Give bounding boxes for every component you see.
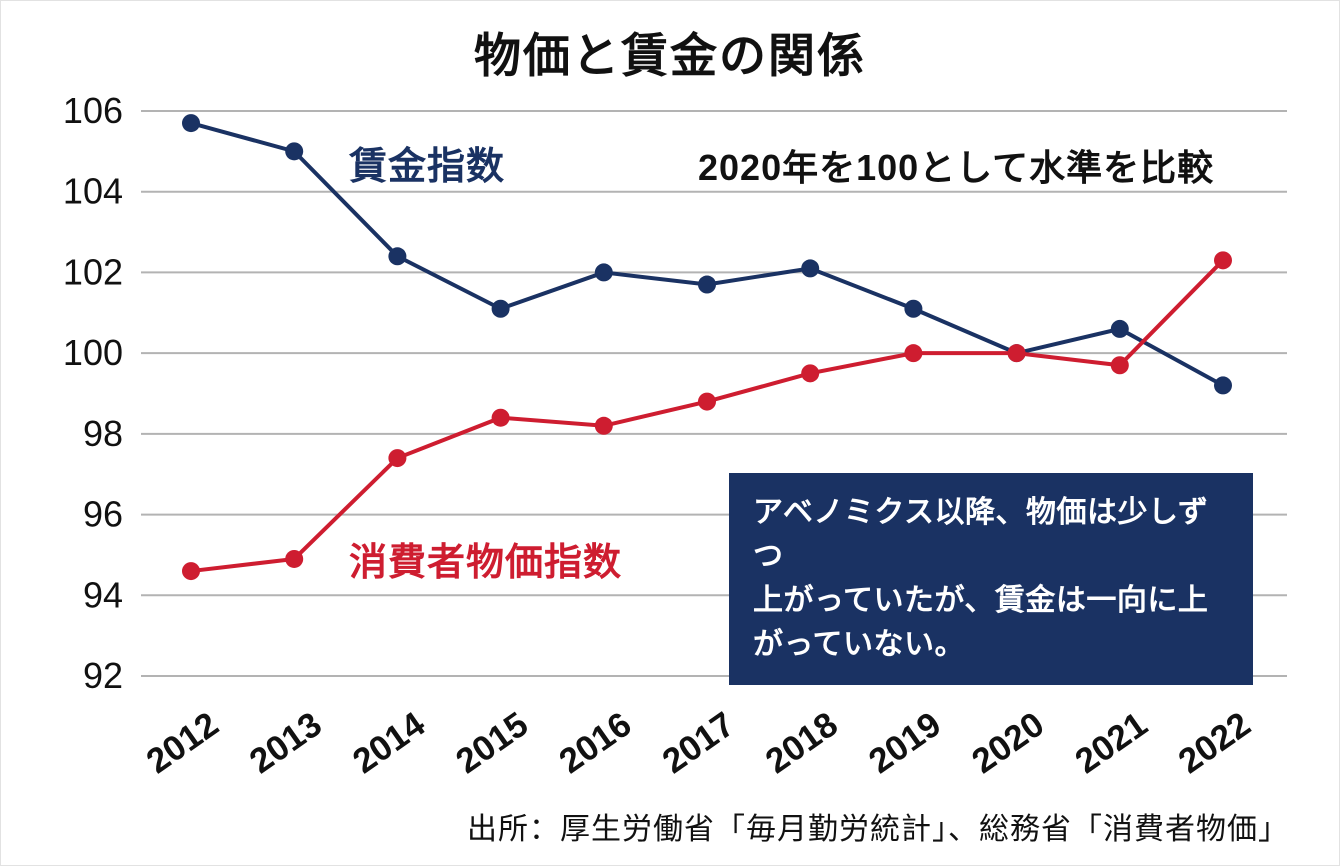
x-tick-label: 2012: [139, 705, 225, 782]
y-tick-label: 104: [63, 171, 123, 212]
cpi-data-point: [801, 364, 820, 383]
callout-line-1: アベノミクス以降、物価は少しずつ: [753, 496, 1209, 574]
callout-line-3: がっていない。: [753, 628, 965, 662]
wage-series-label: 賃金指数: [349, 146, 506, 188]
x-tick-label: 2015: [449, 705, 535, 782]
wage-data-point: [491, 299, 510, 318]
y-tick-label: 100: [63, 332, 123, 373]
cpi-data-point: [285, 549, 304, 568]
y-tick-label: 96: [83, 494, 123, 535]
y-tick-label: 98: [83, 413, 123, 454]
y-tick-label: 92: [83, 655, 123, 696]
wage-data-point: [904, 299, 923, 318]
wage-data-point: [182, 114, 200, 133]
wage-data-point: [285, 142, 304, 161]
cpi-data-point: [388, 449, 407, 468]
x-tick-label: 2020: [965, 705, 1051, 782]
baseline-note: 2020年を100として水準を比較: [698, 147, 1215, 188]
y-tick-label: 94: [83, 574, 123, 615]
cpi-data-point: [491, 408, 510, 427]
x-tick-label: 2022: [1171, 705, 1257, 782]
callout-line-2: 上がっていたが、賃金は一向に上: [753, 584, 1209, 618]
y-tick-label: 102: [63, 251, 123, 292]
cpi-series-label: 消費者物価指数: [349, 542, 623, 584]
cpi-data-point: [1007, 344, 1026, 363]
y-tick-label: 106: [63, 90, 123, 131]
x-tick-label: 2016: [552, 705, 638, 782]
x-tick-label: 2018: [759, 705, 845, 782]
source-note: 出所：厚生労働省「毎月勤労統計」、総務省「消費者物価」: [467, 813, 1289, 846]
x-tick-label: 2013: [243, 705, 329, 782]
cpi-data-point: [594, 416, 613, 435]
x-tick-label: 2017: [655, 705, 741, 782]
wage-data-point: [801, 259, 820, 278]
wage-data-point: [698, 275, 716, 294]
wage-data-point: [388, 247, 407, 266]
callout-box: アベノミクス以降、物価は少しずつ 上がっていたが、賃金は一向に上 がっていない。: [729, 473, 1253, 686]
x-tick-label: 2019: [862, 705, 948, 782]
x-tick-label: 2014: [346, 704, 433, 781]
cpi-data-point: [904, 344, 923, 363]
wage-data-point: [1110, 319, 1129, 338]
x-tick-label: 2021: [1068, 705, 1154, 782]
cpi-data-point: [182, 562, 200, 581]
wage-data-point: [594, 263, 613, 282]
chart-title: 物価と賃金の関係: [474, 29, 866, 82]
wage-data-point: [1214, 376, 1232, 395]
cpi-data-point: [698, 392, 716, 411]
cpi-data-point: [1110, 356, 1129, 375]
cpi-data-point: [1214, 251, 1232, 270]
